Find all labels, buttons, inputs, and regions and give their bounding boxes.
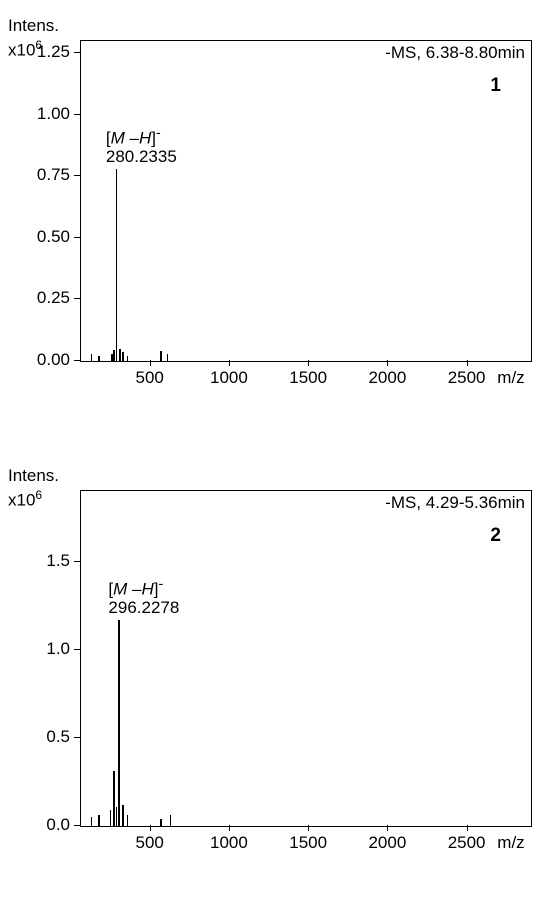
x-tick — [229, 360, 230, 366]
panel-label: 1 — [490, 75, 501, 97]
y-tick-label: 0.50 — [0, 227, 70, 247]
peak — [119, 349, 121, 361]
y-tick-label: 0.5 — [0, 727, 70, 747]
x-tick — [150, 360, 151, 366]
y-tick-label: 0.25 — [0, 288, 70, 308]
peak — [122, 352, 124, 361]
peak — [98, 815, 100, 826]
x-tick — [229, 825, 230, 831]
peak — [113, 350, 115, 361]
y-tick-label: 0.0 — [0, 815, 70, 835]
x-tick-label: 500 — [136, 368, 164, 388]
peak-main — [118, 620, 120, 826]
peak-annotation-ion: [M –H]- — [108, 576, 163, 600]
x-tick — [467, 825, 468, 831]
x-tick-label: 2000 — [368, 833, 406, 853]
header-text: -MS, 4.29-5.36min — [385, 493, 525, 513]
x-tick-label: 500 — [136, 833, 164, 853]
x-tick — [387, 360, 388, 366]
x-tick — [308, 360, 309, 366]
peak — [110, 810, 112, 826]
y-tick — [74, 298, 80, 299]
render-host: -MS, 6.38-8.80min1[M –H]-280.2335Intens.… — [0, 0, 550, 899]
x-tick-label: 1500 — [289, 833, 327, 853]
y-scale-exp: 6 — [35, 488, 42, 502]
y-tick — [74, 114, 80, 115]
peak — [91, 817, 93, 826]
peak — [160, 819, 162, 826]
peak — [160, 351, 162, 361]
peak — [91, 354, 93, 361]
y-tick — [74, 649, 80, 650]
y-tick-label: 1.25 — [0, 42, 70, 62]
peak — [111, 354, 113, 361]
x-tick-label: 1500 — [289, 368, 327, 388]
x-tick — [467, 360, 468, 366]
y-tick — [74, 175, 80, 176]
y-tick-label: 1.0 — [0, 639, 70, 659]
peak-annotation-mz: 280.2335 — [106, 147, 177, 167]
peak — [170, 815, 172, 826]
y-tick — [74, 825, 80, 826]
x-axis-label: m/z — [497, 833, 524, 853]
y-axis-label: Intens. — [8, 466, 59, 486]
y-tick — [74, 52, 80, 53]
figure-root: -MS, 6.38-8.80min1[M –H]-280.2335Intens.… — [0, 0, 550, 899]
panel-label: 2 — [490, 525, 501, 547]
x-tick — [150, 825, 151, 831]
x-tick-label: 1000 — [210, 833, 248, 853]
peak — [122, 805, 124, 826]
y-tick-label: 0.75 — [0, 165, 70, 185]
peak — [167, 354, 169, 361]
y-tick-label: 1.00 — [0, 104, 70, 124]
header-text: -MS, 6.38-8.80min — [385, 43, 525, 63]
x-tick — [308, 825, 309, 831]
y-tick-label: 1.5 — [0, 551, 70, 571]
peak — [116, 807, 118, 826]
y-tick — [74, 360, 80, 361]
spectrum-panel-1: -MS, 6.38-8.80min 1 [M –H]-280.2335 Intens.… — [0, 10, 550, 415]
x-tick-label: 2000 — [368, 368, 406, 388]
x-tick-label: 2500 — [448, 833, 486, 853]
peak — [127, 815, 129, 826]
y-axis-label: Intens. — [8, 16, 59, 36]
peak — [98, 356, 100, 361]
x-tick-label: 2500 — [448, 368, 486, 388]
peak-main — [116, 169, 118, 361]
x-tick — [387, 825, 388, 831]
peak-annotation-ion: [M –H]- — [106, 125, 161, 149]
x-tick-label: 1000 — [210, 368, 248, 388]
peak — [127, 356, 129, 361]
y-tick — [74, 737, 80, 738]
y-tick — [74, 561, 80, 562]
y-tick — [74, 237, 80, 238]
plot-area: -MS, 4.29-5.36min 2 [M –H]-296.2278 — [80, 490, 532, 827]
y-tick-label: 0.00 — [0, 350, 70, 370]
spectrum-panel-2: -MS, 4.29-5.36min 2 [M –H]-296.2278 Intens.… — [0, 460, 550, 880]
peak-annotation-mz: 296.2278 — [108, 598, 179, 618]
y-scale-label: x106 — [8, 488, 42, 511]
x-axis-label: m/z — [497, 368, 524, 388]
peak — [113, 771, 115, 826]
y-scale-base: x10 — [8, 491, 35, 510]
plot-area: -MS, 6.38-8.80min 1 [M –H]-280.2335 — [80, 40, 532, 362]
